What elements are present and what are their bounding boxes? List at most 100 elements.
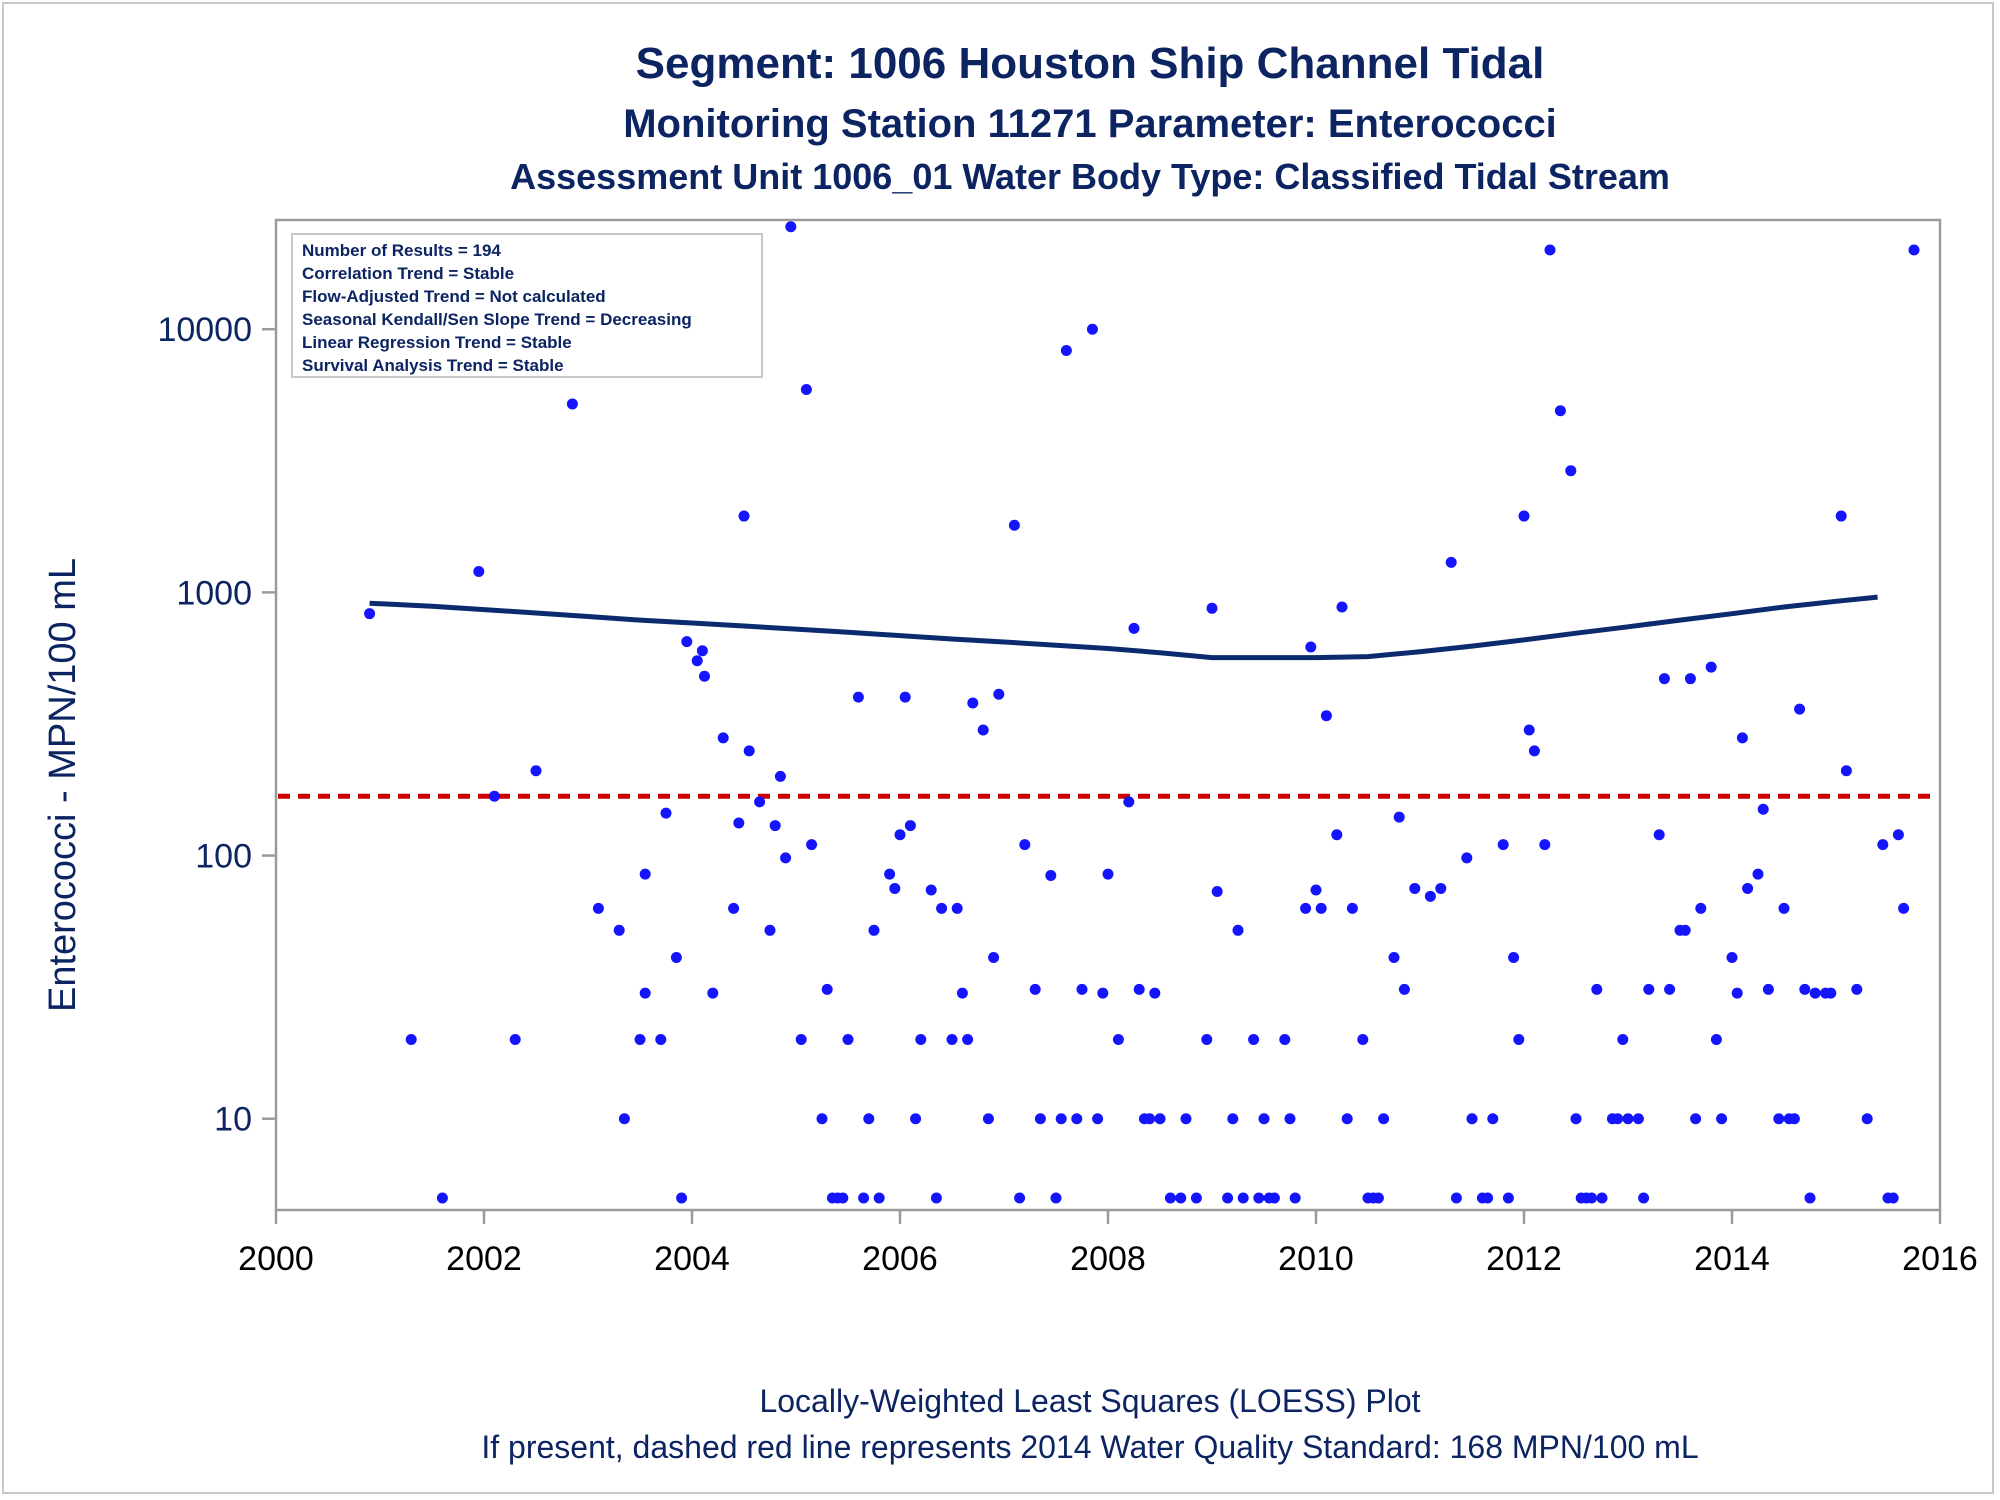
- data-point: [1268, 1192, 1280, 1204]
- data-point: [1398, 983, 1410, 995]
- data-point: [1201, 1034, 1213, 1046]
- data-point: [1248, 1034, 1260, 1046]
- data-point: [936, 902, 948, 914]
- data-point: [1175, 1192, 1187, 1204]
- data-point: [1617, 1034, 1629, 1046]
- data-point: [1211, 886, 1223, 898]
- data-point: [1892, 829, 1904, 841]
- data-point: [1788, 1113, 1800, 1125]
- data-point: [1305, 641, 1317, 653]
- stats-box: [291, 233, 763, 378]
- data-point: [655, 1034, 667, 1046]
- data-point: [1029, 983, 1041, 995]
- data-point: [1357, 1034, 1369, 1046]
- data-point: [764, 924, 776, 936]
- data-point: [696, 645, 708, 657]
- data-point: [1045, 869, 1057, 881]
- data-point: [1840, 765, 1852, 777]
- data-point: [977, 724, 989, 736]
- data-point: [634, 1034, 646, 1046]
- data-point: [1622, 1113, 1634, 1125]
- x-axis: 2000 2002 2004 2006 2008 2010 2012 2014 2016: [238, 1210, 1978, 1278]
- data-point: [618, 1113, 630, 1125]
- data-point: [1554, 405, 1566, 417]
- data-point: [1586, 1192, 1598, 1204]
- data-point: [1341, 1113, 1353, 1125]
- data-point: [930, 1192, 942, 1204]
- data-point: [982, 1113, 994, 1125]
- data-point: [1653, 829, 1665, 841]
- data-point: [1149, 987, 1161, 999]
- data-point: [1092, 1113, 1104, 1125]
- data-point: [1643, 983, 1655, 995]
- data-point: [1513, 1034, 1525, 1046]
- data-point: [1658, 673, 1670, 685]
- data-point: [1716, 1113, 1728, 1125]
- data-point: [364, 608, 376, 620]
- data-point: [899, 691, 911, 703]
- chart-subtitle-2: Assessment Unit 1006_01 Water Body Type:…: [510, 156, 1670, 197]
- data-point: [993, 688, 1005, 700]
- data-point: [1565, 465, 1577, 477]
- data-point: [639, 868, 651, 880]
- x-tick-label: 2008: [1070, 1240, 1146, 1278]
- y-tick-label: 100: [195, 838, 252, 876]
- data-point: [1502, 1192, 1514, 1204]
- data-point: [842, 1034, 854, 1046]
- data-point: [1008, 519, 1020, 531]
- data-point: [639, 987, 651, 999]
- data-point: [1570, 1113, 1582, 1125]
- x-tick-label: 2012: [1486, 1240, 1562, 1278]
- data-point: [1679, 924, 1691, 936]
- data-point: [1898, 902, 1910, 914]
- x-tick-label: 2000: [238, 1240, 314, 1278]
- data-point: [1206, 602, 1218, 614]
- data-point: [1835, 510, 1847, 522]
- data-point: [566, 398, 578, 410]
- data-point: [1450, 1192, 1462, 1204]
- data-point: [1487, 1113, 1499, 1125]
- x-tick-label: 2010: [1278, 1240, 1354, 1278]
- data-point: [473, 566, 485, 578]
- data-point: [1300, 902, 1312, 914]
- data-point: [925, 884, 937, 896]
- data-point: [509, 1034, 521, 1046]
- data-point: [1071, 1113, 1083, 1125]
- data-point: [1596, 1192, 1608, 1204]
- data-points: [364, 221, 1920, 1204]
- data-point: [863, 1113, 875, 1125]
- data-point: [754, 796, 766, 808]
- footnote-standard: If present, dashed red line represents 2…: [481, 1429, 1698, 1465]
- data-point: [1222, 1192, 1234, 1204]
- data-point: [884, 868, 896, 880]
- data-point: [1804, 1192, 1816, 1204]
- data-point: [868, 924, 880, 936]
- data-point: [1482, 1192, 1494, 1204]
- data-point: [1528, 745, 1540, 757]
- data-point: [967, 697, 979, 709]
- data-point: [1258, 1113, 1270, 1125]
- data-point: [1237, 1192, 1249, 1204]
- data-point: [733, 817, 745, 829]
- data-point: [1112, 1034, 1124, 1046]
- data-point: [951, 902, 963, 914]
- data-point: [1825, 987, 1837, 999]
- data-point: [1710, 1034, 1722, 1046]
- data-point: [1612, 1113, 1624, 1125]
- data-point: [1190, 1192, 1202, 1204]
- data-point: [1102, 868, 1114, 880]
- data-point: [1794, 703, 1806, 715]
- data-point: [1632, 1113, 1644, 1125]
- data-point: [1346, 902, 1358, 914]
- data-point: [691, 655, 703, 667]
- chart-title: Segment: 1006 Houston Ship Channel Tidal: [636, 39, 1545, 88]
- data-point: [1320, 710, 1332, 722]
- data-point: [1435, 882, 1447, 894]
- data-point: [1279, 1034, 1291, 1046]
- data-point: [1695, 902, 1707, 914]
- data-point: [946, 1034, 958, 1046]
- stats-line: Linear Regression Trend = Stable: [302, 333, 572, 352]
- data-point: [1055, 1113, 1067, 1125]
- data-point: [774, 770, 786, 782]
